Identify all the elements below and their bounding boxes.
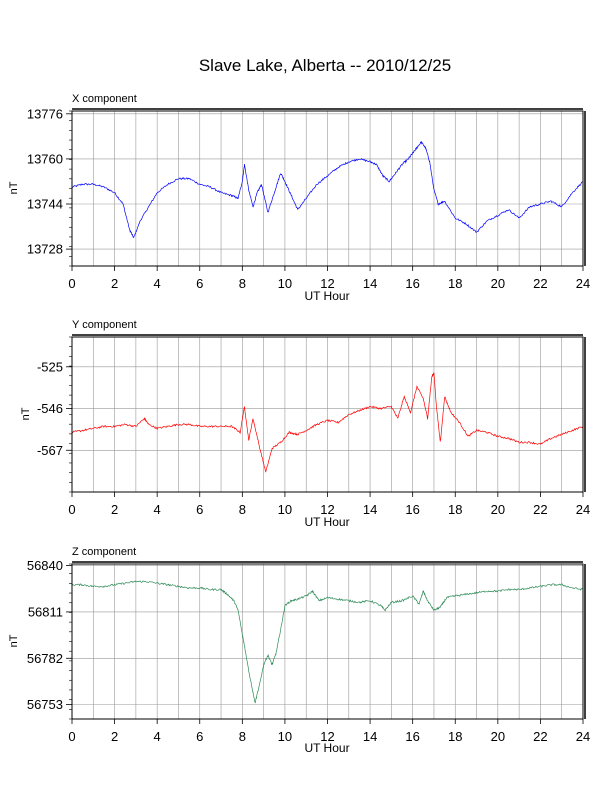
x-tick-label: 8 xyxy=(239,502,246,517)
y-tick-label: 13744 xyxy=(27,197,63,212)
x-tick-label: 4 xyxy=(154,729,161,744)
x-axis-label: UT Hour xyxy=(304,515,349,529)
x-component-panel: X component UT Hour nT 0 2 4 6 8 10 12 14 16 18 20… xyxy=(8,93,590,303)
x-tick-label: 18 xyxy=(448,502,462,517)
x-tick-label: 12 xyxy=(320,502,334,517)
series-line xyxy=(71,141,584,239)
page-title: Slave Lake, Alberta -- 2010/12/25 xyxy=(198,56,452,75)
y-tick-label: 56782 xyxy=(27,651,63,666)
x-tick-label: 12 xyxy=(320,729,334,744)
panel-label: X component xyxy=(72,93,137,105)
x-tick-label: 2 xyxy=(111,276,118,291)
x-tick-label: 22 xyxy=(533,276,547,291)
x-tick-label: 0 xyxy=(68,502,75,517)
y-tick-label: 13760 xyxy=(27,151,63,166)
x-tick-label: 4 xyxy=(154,276,161,291)
y-tick-label: 13776 xyxy=(27,106,63,121)
panel-label: Z component xyxy=(72,546,136,558)
x-tick-label: 22 xyxy=(533,729,547,744)
x-tick-label: 24 xyxy=(576,502,590,517)
y-tick-label: 56840 xyxy=(27,558,63,573)
x-tick-label: 6 xyxy=(196,276,203,291)
x-tick-label: 20 xyxy=(491,276,505,291)
x-tick-label: 8 xyxy=(239,729,246,744)
x-tick-label: 2 xyxy=(111,502,118,517)
x-tick-label: 0 xyxy=(68,729,75,744)
x-tick-label: 22 xyxy=(533,502,547,517)
x-tick-label: 8 xyxy=(239,276,246,291)
x-tick-label: 6 xyxy=(196,502,203,517)
x-axis-label: UT Hour xyxy=(304,741,349,755)
x-tick-label: 24 xyxy=(576,276,590,291)
x-tick-label: 14 xyxy=(363,502,377,517)
x-tick-label: 4 xyxy=(154,502,161,517)
y-axis-label: nT xyxy=(20,407,32,420)
x-tick-label: 12 xyxy=(320,276,334,291)
y-tick-label: 56753 xyxy=(27,697,63,712)
x-tick-label: 16 xyxy=(405,729,419,744)
x-tick-label: 24 xyxy=(576,729,590,744)
x-tick-label: 6 xyxy=(196,729,203,744)
x-tick-label: 10 xyxy=(278,729,292,744)
y-tick-label: -546 xyxy=(37,401,63,416)
panel-label: Y component xyxy=(72,319,137,331)
y-tick-label: -525 xyxy=(37,359,63,374)
z-component-panel: Z component UT Hour nT 0 2 4 6 8 10 12 14 16 18 20… xyxy=(8,546,590,755)
x-axis-label: UT Hour xyxy=(304,289,349,303)
x-tick-label: 16 xyxy=(405,502,419,517)
x-tick-label: 18 xyxy=(448,276,462,291)
x-tick-label: 0 xyxy=(68,276,75,291)
y-tick-label: -567 xyxy=(37,443,63,458)
x-tick-label: 14 xyxy=(363,729,377,744)
x-tick-label: 20 xyxy=(491,729,505,744)
x-tick-label: 14 xyxy=(363,276,377,291)
x-tick-label: 2 xyxy=(111,729,118,744)
x-tick-label: 10 xyxy=(278,276,292,291)
x-tick-label: 16 xyxy=(405,276,419,291)
x-tick-label: 10 xyxy=(278,502,292,517)
y-component-panel: Y component UT Hour nT 0 2 4 6 8 10 12 14 16 18 20… xyxy=(20,319,590,529)
y-axis-label: nT xyxy=(8,181,20,194)
y-axis-label: nT xyxy=(8,634,20,647)
x-tick-label: 18 xyxy=(448,729,462,744)
series-line xyxy=(71,580,584,704)
y-tick-label: 13728 xyxy=(27,242,63,257)
series-line xyxy=(71,371,584,473)
x-tick-label: 20 xyxy=(491,502,505,517)
y-tick-label: 56811 xyxy=(28,604,63,619)
